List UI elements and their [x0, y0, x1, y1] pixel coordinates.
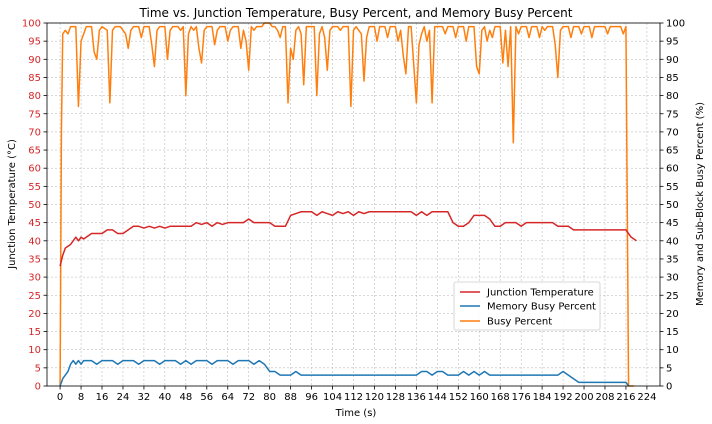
- y-right-tick-label-13: 65: [666, 146, 679, 157]
- y-left-tick-label-14: 70: [28, 127, 41, 138]
- y-right-tick-label-20: 100: [666, 19, 685, 30]
- y-left-tick-label-15: 75: [28, 109, 41, 120]
- x-axis-label: Time (s): [335, 408, 377, 419]
- y-axis-left-ticks: 0 5 10 15 20 25 30 35 40 45 50 55 60 65 70 75 80 85 90 95 10…: [22, 19, 47, 393]
- x-tick-label-24: 192: [554, 392, 573, 403]
- x-tick-label-6: 48: [179, 392, 192, 403]
- y-left-tick-label-4: 20: [28, 309, 41, 320]
- x-tick-label-12: 96: [305, 392, 318, 403]
- x-tick-label-8: 64: [221, 392, 234, 403]
- y-right-tick-label-15: 75: [666, 109, 679, 120]
- y-right-tick-label-10: 50: [666, 200, 679, 211]
- y-left-tick-label-20: 100: [22, 19, 41, 30]
- x-tick-label-22: 176: [512, 392, 531, 403]
- x-tick-label-3: 24: [117, 392, 130, 403]
- x-tick-label-27: 216: [616, 392, 635, 403]
- y-left-tick-label-12: 60: [28, 164, 41, 175]
- series-lines: [59, 22, 637, 387]
- y-right-tick-label-7: 35: [666, 254, 679, 265]
- chart-title: Time vs. Junction Temperature, Busy Perc…: [139, 6, 573, 20]
- x-tick-label-23: 184: [533, 392, 552, 403]
- y-left-tick-label-8: 40: [28, 236, 41, 247]
- y-right-tick-label-9: 45: [666, 218, 679, 229]
- y-right-tick-label-4: 20: [666, 309, 679, 320]
- y-left-tick-label-0: 0: [35, 382, 41, 393]
- x-tick-label-7: 56: [200, 392, 213, 403]
- grid-lines: [47, 22, 660, 387]
- x-tick-label-16: 128: [386, 392, 405, 403]
- y-axis-right-ticks: 0 5 10 15 20 25 30 35 40 45 50 55 60 65 70 75 80 85 90 95 10…: [660, 19, 685, 393]
- y-left-tick-label-11: 55: [28, 182, 41, 193]
- legend-label-busy: Busy Percent: [487, 317, 552, 328]
- x-tick-label-28: 224: [637, 392, 656, 403]
- x-tick-label-2: 16: [96, 392, 109, 403]
- y-left-tick-label-9: 45: [28, 218, 41, 229]
- y-left-tick-label-19: 95: [28, 37, 41, 48]
- y-right-tick-label-16: 80: [666, 91, 679, 102]
- y-left-tick-label-13: 65: [28, 146, 41, 157]
- x-tick-label-19: 152: [449, 392, 468, 403]
- busy-percent-line: [59, 22, 634, 387]
- x-tick-label-4: 32: [138, 392, 151, 403]
- y-left-tick-label-1: 5: [35, 363, 41, 374]
- legend-box: [453, 281, 601, 331]
- y-left-tick-label-5: 25: [28, 291, 41, 302]
- y-right-tick-label-17: 85: [666, 73, 679, 84]
- legend: Junction Temperature Memory Busy Percent…: [453, 281, 601, 331]
- y-right-tick-label-11: 55: [666, 182, 679, 193]
- y-right-tick-label-14: 70: [666, 127, 679, 138]
- y-right-tick-label-5: 25: [666, 291, 679, 302]
- memory-busy-percent-line: [59, 359, 630, 387]
- x-tick-label-10: 80: [263, 392, 276, 403]
- y-left-tick-label-16: 80: [28, 91, 41, 102]
- x-tick-label-17: 136: [407, 392, 426, 403]
- y-right-tick-label-18: 90: [666, 55, 679, 66]
- y-axis-right-label: Memory and Sub-Block Busy Percent (%): [695, 102, 706, 306]
- y-left-tick-label-10: 50: [28, 200, 41, 211]
- x-tick-label-21: 168: [491, 392, 510, 403]
- x-tick-label-18: 144: [428, 392, 447, 403]
- x-tick-label-0: 0: [57, 392, 63, 403]
- y-right-tick-label-2: 10: [666, 345, 679, 356]
- x-axis-ticks: 0 8 16 24 32 40 48 56 64 72 80 88 96 104 112 120 128 136 1…: [57, 386, 656, 403]
- y-right-tick-label-12: 60: [666, 164, 679, 175]
- y-right-tick-label-6: 30: [666, 273, 679, 284]
- x-tick-label-25: 200: [574, 392, 593, 403]
- y-left-tick-label-7: 35: [28, 254, 41, 265]
- x-tick-label-15: 120: [365, 392, 384, 403]
- x-tick-label-5: 40: [159, 392, 172, 403]
- y-right-tick-label-0: 0: [666, 382, 672, 393]
- y-right-tick-label-19: 95: [666, 37, 679, 48]
- y-right-tick-label-1: 5: [666, 363, 672, 374]
- x-tick-label-1: 8: [78, 392, 84, 403]
- y-left-tick-label-18: 90: [28, 55, 41, 66]
- x-tick-label-14: 112: [344, 392, 363, 403]
- x-tick-label-26: 208: [595, 392, 614, 403]
- x-tick-label-9: 72: [242, 392, 255, 403]
- y-left-tick-label-3: 15: [28, 327, 41, 338]
- legend-label-memory: Memory Busy Percent: [487, 302, 596, 313]
- legend-label-junction: Junction Temperature: [486, 288, 594, 299]
- y-left-tick-label-6: 30: [28, 273, 41, 284]
- y-right-tick-label-8: 40: [666, 236, 679, 247]
- y-axis-left-label: Junction Temperature (°C): [7, 139, 18, 270]
- y-right-tick-label-3: 15: [666, 327, 679, 338]
- x-tick-label-20: 160: [470, 392, 489, 403]
- junction-temperature-line: [59, 211, 637, 267]
- x-tick-label-13: 104: [323, 392, 342, 403]
- y-left-tick-label-17: 85: [28, 73, 41, 84]
- x-tick-label-11: 88: [284, 392, 297, 403]
- y-left-tick-label-2: 10: [28, 345, 41, 356]
